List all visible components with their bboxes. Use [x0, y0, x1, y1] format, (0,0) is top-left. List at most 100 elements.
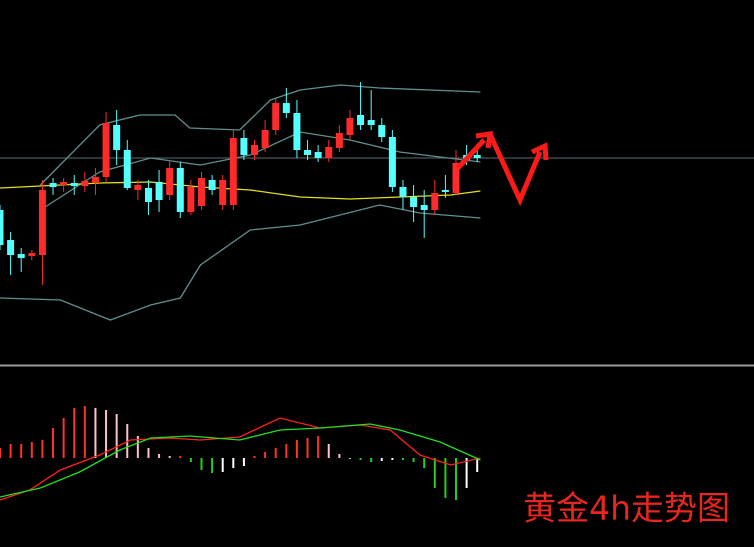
candle-body [452, 163, 460, 193]
candle-body [261, 130, 269, 148]
candle-body [304, 150, 312, 155]
candle-body [219, 180, 227, 205]
histogram-bar [317, 436, 320, 458]
candle-body [7, 240, 15, 255]
candle-body [70, 183, 78, 186]
histogram-bar [52, 428, 55, 458]
histogram-bar [327, 444, 330, 458]
histogram-bar [433, 458, 436, 488]
candle-body [388, 137, 396, 187]
histogram-bar [380, 458, 383, 461]
candle-body [17, 254, 25, 258]
candle-body [155, 182, 163, 200]
candle-body [187, 187, 195, 212]
histogram-bar [158, 454, 161, 458]
histogram-bar [274, 448, 277, 458]
indicator-line [0, 181, 481, 200]
candle-body [176, 168, 184, 212]
candle-body [410, 197, 418, 207]
histogram-bar [264, 452, 267, 458]
candle-body [38, 190, 46, 255]
candle-body [134, 185, 142, 190]
candle-body [251, 145, 259, 155]
histogram-bar [211, 458, 214, 473]
indicator-line [0, 204, 481, 321]
candle-body [367, 120, 375, 125]
histogram-bar [285, 444, 288, 458]
histogram-bar [401, 458, 404, 460]
histogram-bar [147, 448, 150, 458]
indicator-line [0, 423, 481, 498]
candle-body [197, 178, 205, 206]
histogram-bar [189, 458, 192, 462]
histogram-bar [73, 408, 76, 458]
candle-body [293, 113, 301, 150]
histogram-bar [444, 458, 447, 498]
histogram-bar [20, 444, 23, 458]
histogram-bar [338, 454, 341, 458]
histogram-bar [412, 458, 415, 462]
candle-body [123, 150, 131, 188]
histogram-bar [83, 406, 86, 458]
candle-body [441, 190, 449, 192]
histogram-bar [136, 436, 139, 458]
candle-body [420, 205, 428, 210]
candle-body [229, 138, 237, 205]
histogram-bar [370, 458, 373, 462]
candle-body [81, 181, 89, 186]
candle-body [240, 138, 248, 155]
macd-panel [0, 406, 481, 501]
candle-body [208, 180, 216, 190]
candle-body [144, 188, 152, 202]
histogram-bar [465, 458, 468, 488]
candle-body [399, 187, 407, 197]
histogram-bar [9, 444, 12, 458]
histogram-bar [476, 458, 479, 472]
histogram-bar [295, 440, 298, 458]
histogram-bar [391, 458, 394, 460]
candle-body [314, 152, 322, 158]
candle-body [102, 123, 110, 177]
histogram-bar [306, 438, 309, 458]
candle-body [282, 103, 290, 113]
candle-body [431, 193, 439, 210]
histogram-bar [168, 456, 171, 458]
price-panel [0, 82, 754, 321]
histogram-bar [232, 458, 235, 468]
chart-title: 黄金4h走势图 [523, 489, 730, 528]
histogram-bar [423, 458, 426, 468]
histogram-bar [105, 410, 108, 458]
histogram-bar [115, 414, 118, 458]
histogram-bar [0, 448, 1, 458]
histogram-bar [348, 458, 351, 459]
candle-body [91, 177, 99, 183]
candle-body [272, 103, 280, 130]
candle-body [113, 125, 121, 150]
candle-body [28, 253, 36, 256]
candle-body [357, 115, 365, 125]
candle-body [473, 155, 481, 158]
candle-body [378, 125, 386, 137]
histogram-bar [179, 456, 182, 458]
histogram-bar [41, 440, 44, 458]
candle-body [49, 183, 57, 187]
histogram-bar [242, 458, 245, 466]
candle-body [346, 118, 354, 135]
forecast-arrow [456, 131, 549, 207]
histogram-bar [62, 418, 65, 458]
histogram-bar [200, 458, 203, 470]
histogram-bar [359, 458, 362, 460]
histogram-bar [221, 458, 224, 472]
candle-body [166, 168, 174, 195]
indicator-line [0, 417, 481, 501]
candle-body [60, 182, 68, 185]
histogram-bar [253, 456, 256, 458]
indicator-line [39, 84, 481, 186]
histogram-bar [94, 408, 97, 458]
candle-body [0, 210, 4, 245]
indicator-line [39, 131, 481, 211]
candle-body [325, 147, 333, 158]
candle-body [335, 133, 343, 148]
